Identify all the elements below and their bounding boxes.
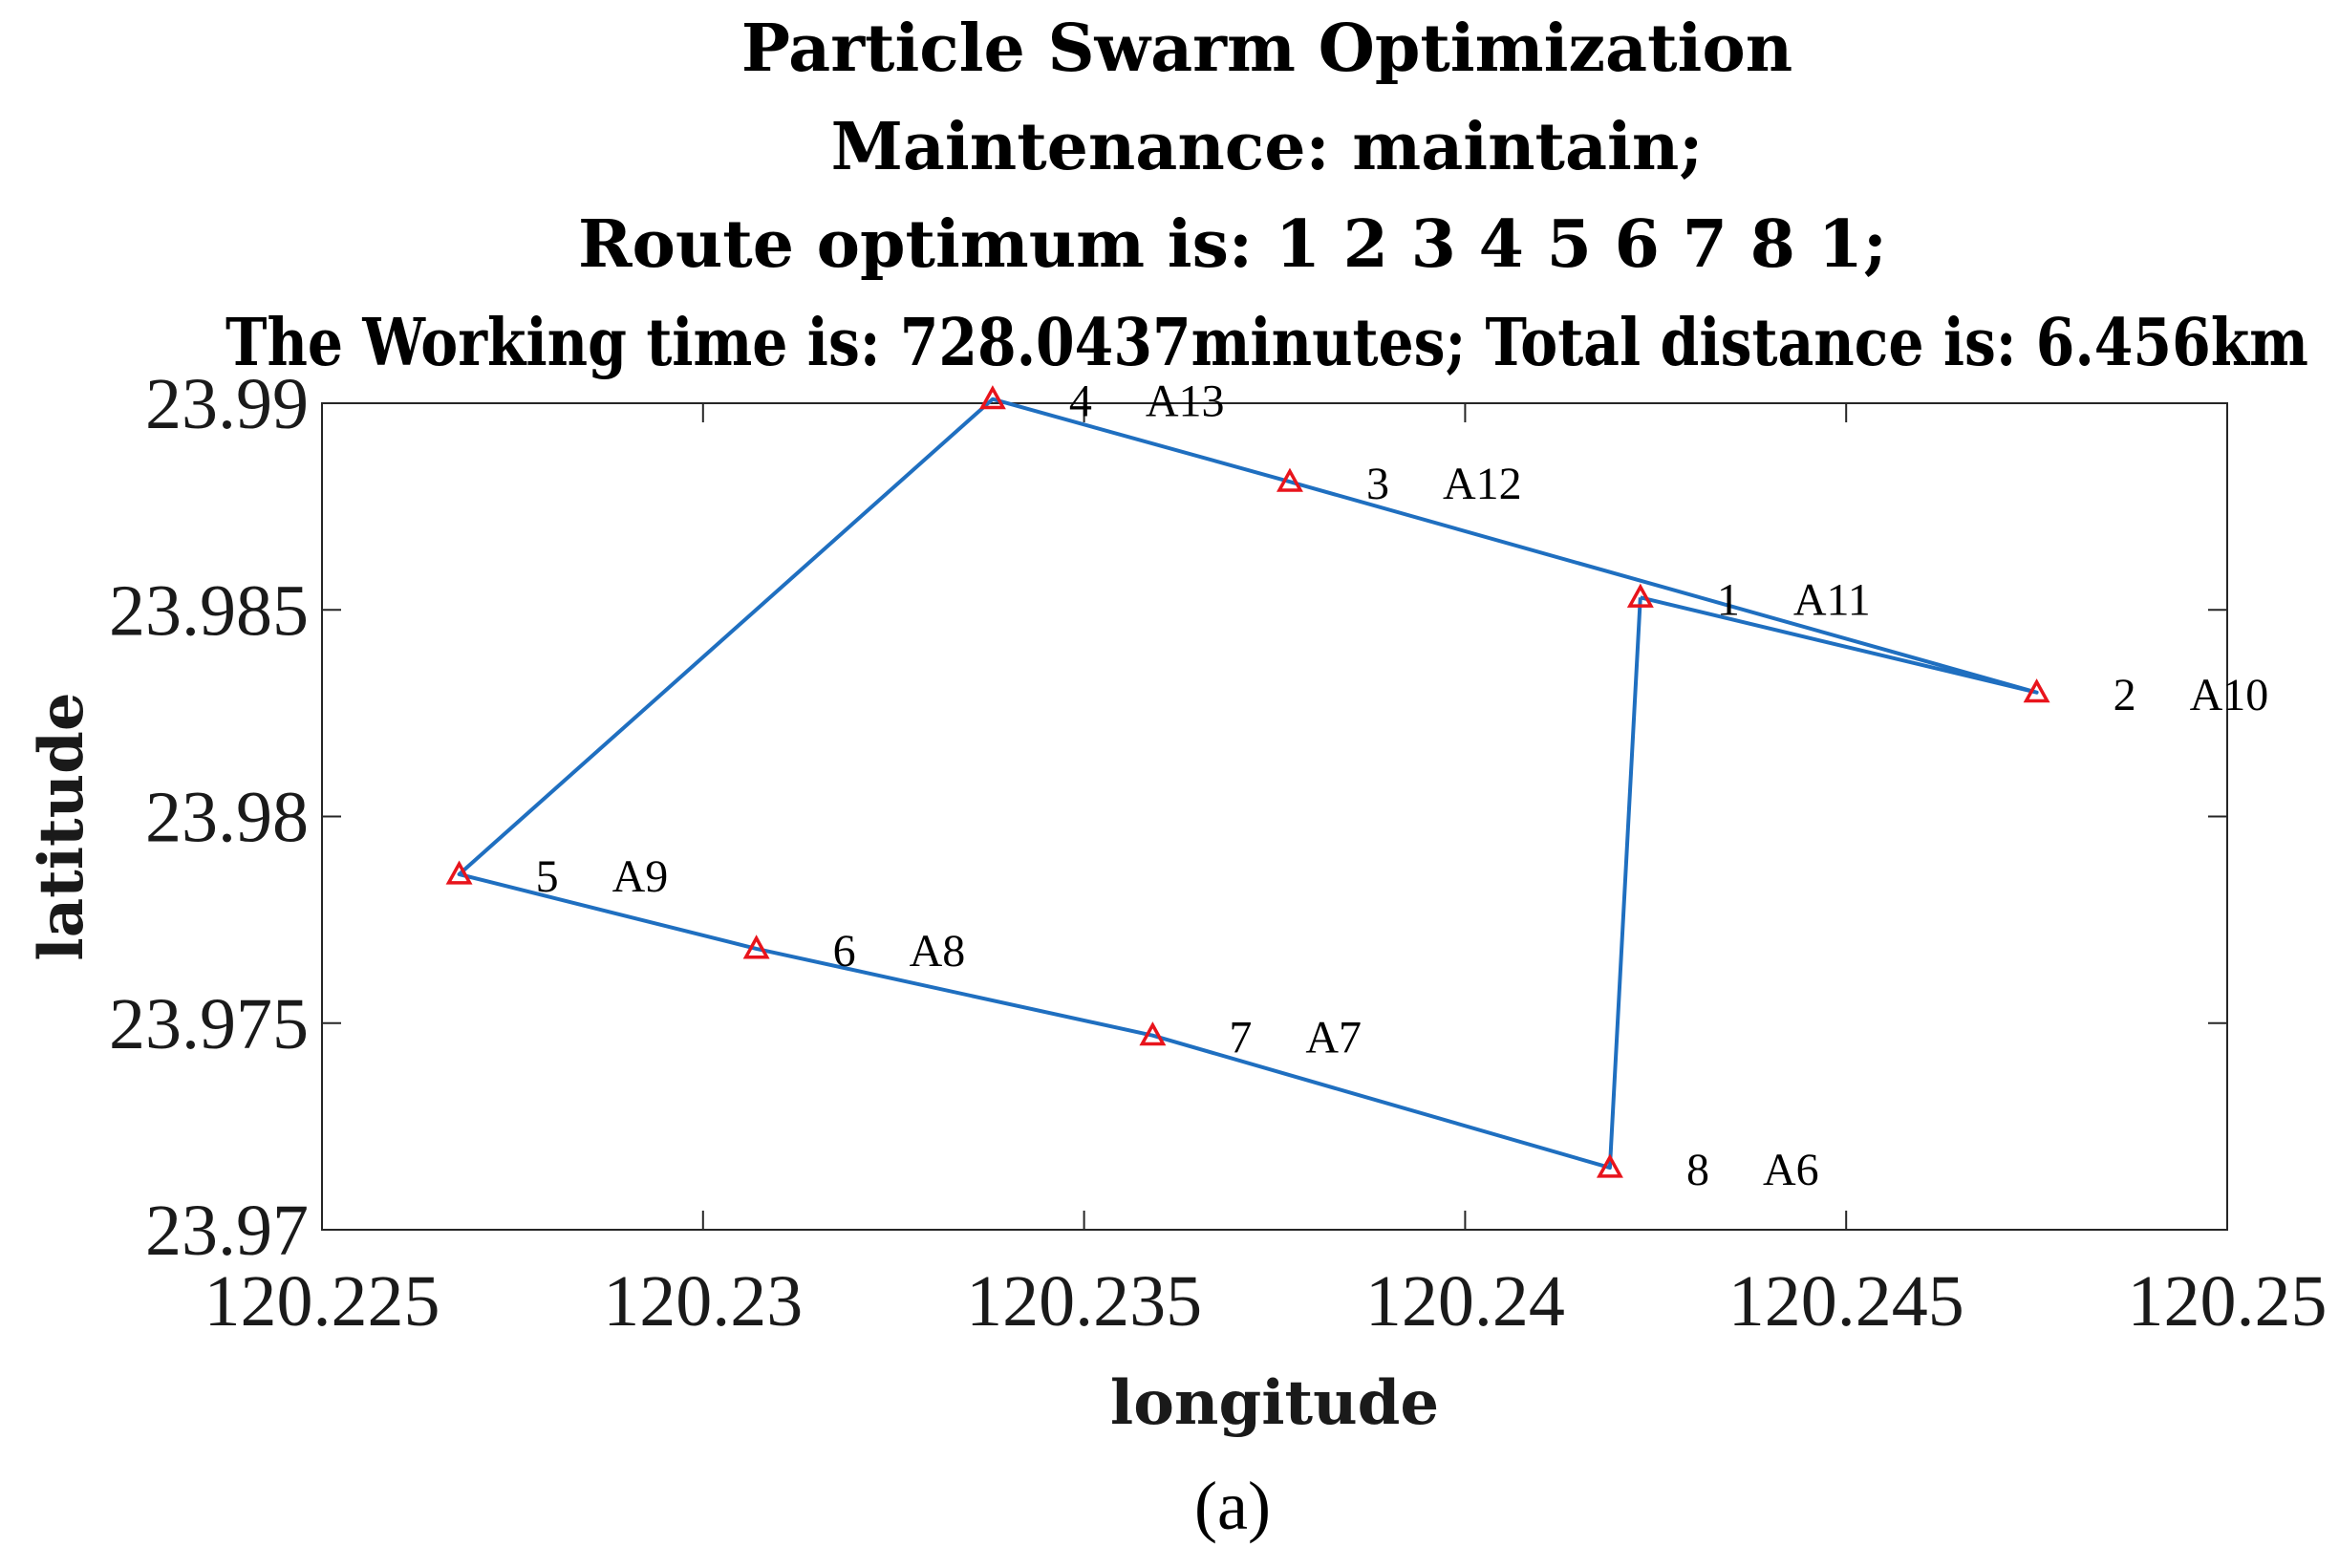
- point-marker: [445, 860, 473, 885]
- x-tick-label: 120.25: [2128, 1261, 2328, 1342]
- x-tick-label: 120.245: [1728, 1261, 1964, 1342]
- point-order-label: 7: [1229, 1013, 1252, 1063]
- route-line-layer: [457, 397, 2039, 1171]
- point-order-label: 8: [1686, 1145, 1709, 1195]
- x-axis-ticks: 120.225 120.23 120.235 120.24 120.245 120.25: [204, 403, 2328, 1342]
- y-tick-label: 23.98: [145, 778, 309, 858]
- point-name-label: A7: [1305, 1013, 1362, 1063]
- point-name-label: A12: [1443, 459, 1522, 509]
- chart-title: Particle Swarm Optimization Maintenance:…: [225, 11, 2308, 381]
- point-marker: [1626, 583, 1654, 608]
- point-marker: [1139, 1021, 1167, 1046]
- point-order-label: 2: [2114, 670, 2136, 720]
- point-order-label: 1: [1717, 574, 1740, 625]
- point-order-label: 4: [1069, 376, 1092, 427]
- y-axis-ticks: 23.97 23.975 23.98 23.985 23.99: [109, 364, 2227, 1271]
- y-tick-label: 23.985: [109, 570, 309, 651]
- title-line-2: Maintenance: maintain;: [831, 109, 1704, 185]
- point-marker: [978, 385, 1006, 410]
- point-marker: [742, 934, 770, 959]
- point-order-label: 3: [1366, 459, 1389, 509]
- point-name-label: A8: [910, 926, 966, 977]
- x-tick-label: 120.24: [1365, 1261, 1565, 1342]
- x-axis-label: longitude: [1110, 1367, 1439, 1439]
- y-tick-label: 23.97: [145, 1191, 309, 1271]
- figure-caption: (a): [1194, 1468, 1271, 1544]
- plot-area-frame: [321, 402, 2228, 1231]
- y-tick-label: 23.975: [109, 984, 309, 1064]
- point-name-label: A10: [2190, 670, 2269, 720]
- point-name-label: A9: [612, 851, 669, 902]
- point-label-layer: 1 A11 2 A10 3 A12 4 A13 5 A9 6 A8 7 A7 8 A6: [536, 376, 2269, 1195]
- title-line-1: Particle Swarm Optimization: [741, 11, 1792, 87]
- point-marker: [1596, 1153, 1623, 1178]
- title-line-3: Route optimum is: 1 2 3 4 5 6 7 8 1;: [578, 206, 1887, 283]
- point-name-label: A11: [1793, 574, 1871, 625]
- point-marker: [1276, 467, 1303, 492]
- y-axis-label: latitude: [26, 692, 97, 960]
- point-marker-layer: [445, 385, 2050, 1178]
- x-tick-label: 120.225: [204, 1261, 440, 1342]
- point-name-label: A13: [1146, 376, 1225, 427]
- x-tick-label: 120.23: [603, 1261, 803, 1342]
- y-tick-label: 23.99: [145, 364, 309, 444]
- title-line-4: The Working time is: 728.0437minutes; To…: [225, 305, 2308, 381]
- point-marker: [2023, 678, 2050, 703]
- point-order-label: 5: [536, 851, 559, 902]
- point-name-label: A6: [1763, 1145, 1819, 1195]
- x-tick-label: 120.235: [966, 1261, 1202, 1342]
- point-order-label: 6: [833, 926, 856, 977]
- route-line: [457, 397, 2039, 1171]
